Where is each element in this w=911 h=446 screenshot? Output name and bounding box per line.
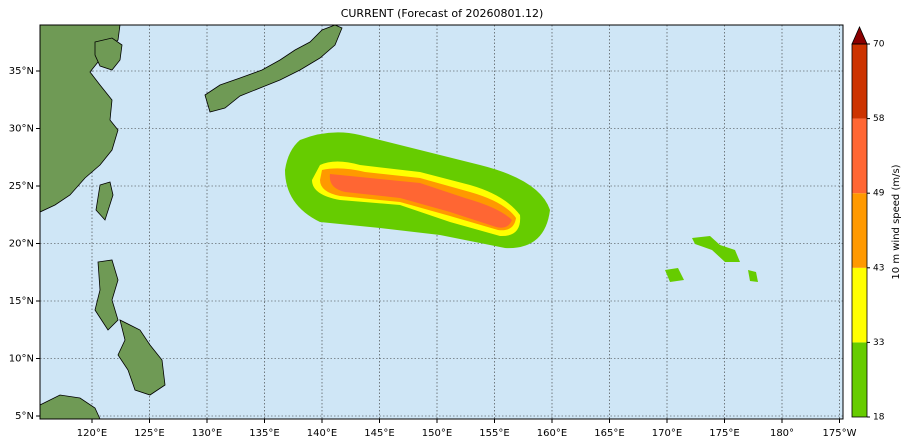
lon-tick-label: 130°E	[192, 428, 222, 439]
colorbar-frame	[851, 43, 868, 418]
lon-tick-label: 120°E	[77, 428, 107, 439]
colorbar-tick-label: 49	[873, 189, 885, 199]
lat-tick-label: 5°N	[15, 411, 34, 422]
japan	[204, 25, 343, 113]
colorbar-tick-label: 70	[873, 40, 885, 50]
wind-patch	[748, 270, 758, 282]
lon-tick-label: 140°E	[307, 428, 337, 439]
lat-tick-label: 35°N	[9, 66, 34, 77]
lon-tick-label: 125°E	[134, 428, 164, 439]
lat-tick-label: 25°N	[9, 181, 34, 192]
lat-tick-label: 10°N	[9, 354, 34, 365]
colorbar-tick-label: 58	[873, 114, 885, 124]
lon-tick-label: 150°E	[422, 428, 452, 439]
lon-tick-label: 155°E	[479, 428, 509, 439]
lat-tick-label: 15°N	[9, 296, 34, 307]
colorbar-tick-label: 43	[873, 263, 884, 273]
lon-tick-label: 135°E	[249, 428, 279, 439]
lon-tick-label: 165°E	[594, 428, 624, 439]
lon-tick-label: 170°E	[652, 428, 682, 439]
borneo	[40, 394, 101, 419]
colorbar-tick-label: 33	[873, 338, 884, 348]
lon-tick-label: 175°E	[709, 428, 739, 439]
map-frame	[39, 24, 844, 420]
wind-swath-49	[329, 174, 512, 228]
lon-tick-label: 160°E	[537, 428, 567, 439]
colorbar-tick-label: 18	[873, 413, 885, 423]
lat-tick-label: 30°N	[9, 124, 34, 135]
lat-tick-label: 20°N	[9, 239, 34, 250]
map-content	[40, 25, 843, 419]
visayas-mindanao	[117, 319, 166, 396]
colorbar-segment	[852, 342, 867, 417]
lon-tick-label: 145°E	[364, 428, 394, 439]
colorbar-extend	[851, 26, 868, 45]
map-title: CURRENT (Forecast of 20260801.12)	[341, 7, 544, 20]
luzon	[94, 259, 119, 331]
lon-tick-label: 175°W	[823, 428, 857, 439]
taiwan	[95, 181, 114, 221]
lon-tick-label: 180°	[770, 428, 794, 439]
colorbar-segment	[852, 193, 867, 268]
colorbar: 18 33 43 49 58 70	[851, 26, 885, 423]
colorbar-label: 10 m wind speed (m/s)	[891, 164, 902, 279]
wind-patch	[665, 268, 684, 282]
wind-patch	[692, 236, 740, 262]
colorbar-segment	[852, 267, 867, 343]
colorbar-segment	[852, 44, 867, 119]
colorbar-segment	[852, 118, 867, 194]
korea	[94, 37, 123, 71]
